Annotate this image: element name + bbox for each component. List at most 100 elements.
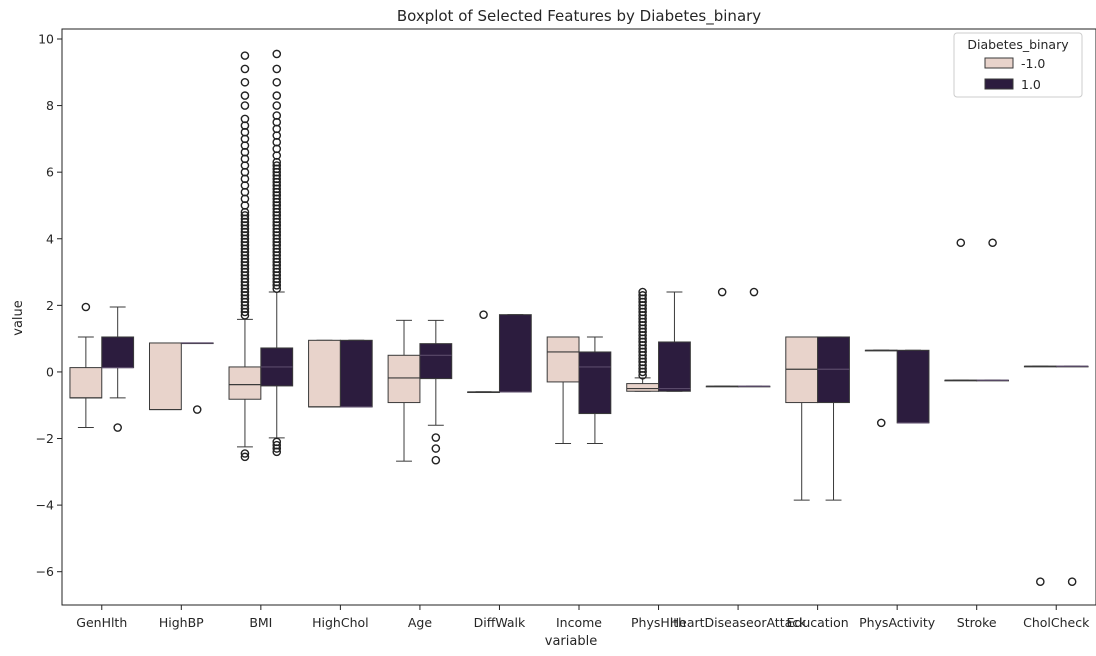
- y-tick-label: −6: [36, 564, 54, 579]
- box-body: [896, 349, 930, 424]
- outlier-point: [431, 455, 441, 465]
- outlier-point: [240, 211, 250, 220]
- x-axis-label: variable: [545, 634, 597, 649]
- box-HeartDiseaseorAttack-1.0: [737, 287, 771, 388]
- x-tick-label: Stroke: [957, 615, 997, 630]
- box-body: [228, 366, 262, 400]
- box-body: [658, 341, 691, 392]
- outlier-point: [272, 161, 282, 170]
- x-tick-label: HeartDiseaseorAttack: [670, 615, 807, 630]
- box-Age-1.0: [419, 319, 453, 465]
- box-DiffWalk--1.0: [467, 310, 500, 394]
- outlier-point: [1067, 577, 1077, 586]
- box-Stroke-1.0: [976, 238, 1010, 382]
- box-body: [387, 354, 421, 404]
- x-tick-label: PhysActivity: [859, 615, 936, 630]
- box-body: [69, 367, 103, 399]
- plot-frame: [61, 28, 1096, 606]
- box-body: [339, 339, 373, 408]
- x-tick-label: HighBP: [159, 615, 204, 630]
- outlier-point: [81, 302, 91, 312]
- outlier-point: [240, 449, 250, 458]
- box-Income--1.0: [546, 336, 580, 445]
- x-tick-label: HighChol: [312, 615, 369, 630]
- box-HighChol--1.0: [308, 339, 341, 408]
- outlier-point: [240, 77, 250, 87]
- x-tick-label: Age: [408, 615, 432, 630]
- box-body: [101, 336, 135, 369]
- outlier-point: [240, 91, 250, 100]
- x-tick-label: Education: [786, 615, 848, 630]
- outlier-point: [479, 310, 488, 319]
- box-HighBP-1.0: [180, 342, 214, 414]
- outlier-point: [717, 287, 727, 297]
- y-tick-label: 10: [38, 31, 54, 46]
- outlier-point: [272, 101, 282, 110]
- outlier-point: [272, 111, 282, 120]
- outlier-point: [240, 114, 250, 124]
- box-body: [546, 336, 580, 383]
- outlier-point: [272, 64, 282, 74]
- x-tick-label: DiffWalk: [474, 615, 526, 630]
- outlier-point: [240, 452, 250, 462]
- outlier-point: [272, 91, 282, 100]
- box-PhysActivity--1.0: [864, 349, 898, 428]
- outlier-point: [1036, 577, 1045, 586]
- box-PhysActivity-1.0: [896, 349, 930, 424]
- outlier-point: [240, 51, 250, 60]
- legend-title: Diabetes_binary: [967, 37, 1069, 52]
- boxes-layer: [69, 49, 1089, 586]
- y-tick-label: 8: [46, 98, 54, 113]
- legend-swatch-neg: [984, 57, 1014, 69]
- x-axis: GenHlth HighBP BMI HighChol Age DiffWalk Incom…: [76, 605, 1090, 630]
- box-Income-1.0: [578, 336, 612, 445]
- y-tick-label: 6: [46, 165, 54, 180]
- box-body: [419, 343, 453, 380]
- legend: Diabetes_binary -1.0 1.0: [953, 32, 1083, 98]
- box-Age--1.0: [387, 319, 421, 462]
- box-PhysHlth-1.0: [658, 291, 691, 392]
- outlier-point: [431, 433, 441, 442]
- outlier-point: [192, 405, 202, 414]
- box-PhysHlth--1.0: [626, 287, 660, 392]
- outlier-point: [240, 101, 250, 110]
- y-tick-label: 0: [46, 364, 54, 379]
- outlier-point: [956, 238, 966, 248]
- outlier-point: [272, 447, 282, 457]
- x-tick-label: Income: [556, 615, 602, 630]
- y-tick-label: 4: [46, 231, 54, 246]
- box-body: [148, 342, 182, 411]
- outlier-point: [431, 444, 441, 453]
- box-CholCheck-1.0: [1055, 365, 1089, 586]
- y-axis: −6 −4 −2 0 2 4 6 8 10: [36, 31, 62, 579]
- box-body: [578, 351, 612, 415]
- outlier-point: [240, 64, 250, 74]
- box-HighBP--1.0: [148, 342, 182, 411]
- y-tick-label: −4: [36, 498, 54, 513]
- x-tick-label: GenHlth: [76, 615, 127, 630]
- box-body: [626, 383, 660, 392]
- y-axis-label: value: [11, 300, 26, 336]
- x-tick-label: PhysHlth: [631, 615, 686, 630]
- x-tick-label: CholCheck: [1023, 615, 1090, 630]
- box-GenHlth-1.0: [101, 306, 135, 432]
- legend-label-neg: -1.0: [1021, 56, 1045, 71]
- box-CholCheck--1.0: [1023, 365, 1057, 586]
- legend-swatch-pos: [984, 78, 1014, 90]
- box-Stroke--1.0: [944, 238, 978, 382]
- outlier-point: [113, 423, 122, 432]
- outlier-point: [749, 287, 759, 297]
- box-BMI-1.0: [260, 49, 294, 457]
- outlier-point: [988, 238, 997, 248]
- box-Education-1.0: [817, 336, 850, 501]
- box-Education--1.0: [785, 336, 819, 501]
- outlier-point: [272, 444, 282, 453]
- box-body: [498, 314, 532, 393]
- box-body: [308, 339, 341, 408]
- outlier-point: [638, 291, 647, 300]
- outlier-point: [876, 418, 886, 428]
- chart-title: Boxplot of Selected Features by Diabetes…: [397, 7, 761, 26]
- outlier-point: [272, 77, 282, 87]
